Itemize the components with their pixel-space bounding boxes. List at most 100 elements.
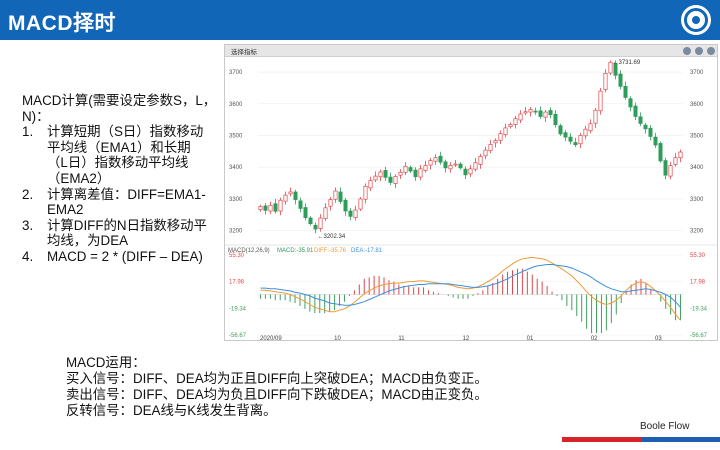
price-tick-right: 3500: [690, 134, 704, 140]
candle-body: [593, 109, 598, 124]
candle-body: [503, 127, 508, 135]
definition-steps: 1. 计算短期（S日）指数移动 平均线（EMA1）和长期 （L日）指数移动平均线…: [22, 124, 232, 264]
candle-body: [638, 116, 643, 124]
candle-body: [453, 163, 458, 166]
candle-body: [538, 110, 543, 117]
candle-body: [363, 185, 368, 200]
usage-buy-signal: 买入信号：DIFF、DEA均为正且DIFF向上突破DEA；MACD由负变正。: [66, 371, 488, 386]
dea-line: [260, 264, 681, 308]
chart-window: 选择指标 3200 3200 3300 3300 3400 3400 3500 3500 360…: [224, 44, 718, 341]
candle-body: [343, 199, 348, 212]
usage-reversal-signal: 反转信号：DEA线与K线发生背离。: [66, 403, 277, 418]
usage-title: MACD运用：: [66, 355, 146, 370]
macd-tick-right: -19.34: [690, 306, 708, 312]
macd-usage: MACD运用： 买入信号：DIFF、DEA均为正且DIFF向上突破DEA；MAC…: [66, 355, 488, 419]
price-tick-right: 3700: [690, 70, 704, 76]
diff-legend-value: DIFF:-35.76: [314, 248, 347, 254]
price-tick-left: 3400: [229, 165, 243, 171]
candle-body: [333, 190, 338, 200]
x-axis-label: 10: [334, 336, 341, 341]
maximize-icon[interactable]: [695, 47, 703, 55]
candle-body: [433, 157, 438, 162]
x-axis-label: 2020/09: [260, 336, 282, 341]
candle-body: [318, 217, 323, 229]
candle-body: [553, 113, 558, 126]
step-line: 平均线（EMA1）和长期: [47, 139, 191, 155]
step-number: 3.: [22, 217, 34, 233]
definition-intro-line1: MACD计算(需要设定参数S，L，: [22, 93, 217, 108]
low-price-annotation: ←3202.34: [318, 234, 346, 240]
x-axis-label: 02: [591, 336, 598, 341]
definition-step-3: 3. 计算DIFF的N日指数移动平 均线，为DEA: [22, 218, 232, 249]
price-tick-left: 3200: [229, 229, 243, 235]
candle-body: [523, 111, 528, 114]
candle-body: [413, 169, 418, 178]
candle-body: [488, 144, 493, 152]
candle-body: [463, 168, 468, 176]
macd-legend-value: MACD:-35.91: [277, 248, 314, 254]
candle-body: [668, 165, 673, 177]
macd-tick-right: -56.67: [690, 333, 708, 339]
definition-step-1: 1. 计算短期（S日）指数移动 平均线（EMA1）和长期 （L日）指数移动平均线…: [22, 124, 232, 186]
candle-body: [348, 210, 353, 217]
candle-body: [368, 180, 373, 189]
close-icon[interactable]: [707, 47, 715, 55]
candle-body: [513, 118, 518, 125]
candle-body: [493, 140, 498, 144]
step-line: （L日）指数移动平均线: [47, 155, 189, 171]
candle-body: [483, 149, 488, 157]
candle-body: [583, 128, 588, 137]
macd-tick-left: 55.30: [229, 253, 245, 259]
candle-body: [283, 194, 288, 202]
candle-body: [423, 165, 428, 171]
high-price-annotation: ←3731.69: [613, 60, 641, 66]
candle-body: [408, 167, 413, 172]
candle-body: [383, 170, 388, 178]
candle-body: [438, 155, 443, 163]
step-line: 计算DIFF的N日指数移动平: [47, 217, 207, 233]
candle-body: [568, 136, 573, 142]
candle-body: [658, 143, 663, 162]
candle-body: [323, 207, 328, 219]
footer-accent-red: [562, 437, 642, 442]
chart-window-title: 选择指标: [231, 49, 257, 56]
candle-body: [643, 124, 648, 130]
candle-body: [268, 204, 273, 212]
candle-body: [443, 161, 448, 169]
step-number: 2.: [22, 186, 34, 202]
macd-definition: MACD计算(需要设定参数S，L， N)： 1. 计算短期（S日）指数移动 平均…: [22, 93, 232, 265]
candle-body: [473, 162, 478, 170]
chart-window-titlebar: 选择指标: [225, 45, 717, 57]
price-tick-right: 3200: [690, 229, 704, 235]
candle-body: [378, 171, 383, 178]
step-number: 4.: [22, 248, 34, 264]
candle-body: [263, 205, 268, 211]
candle-body: [458, 163, 463, 169]
macd-legend: MACD(12,26,9) MACD:-35.91 DIFF:-35.76 DE…: [228, 248, 383, 254]
usage-sell-signal: 卖出信号：DIFF、DEA均为负且DIFF向下跌破DEA；MACD由正变负。: [66, 387, 488, 402]
candle-body: [403, 165, 408, 173]
candle-body: [303, 207, 308, 219]
x-axis-label: 01: [527, 336, 534, 341]
macd-tick-right: 17.98: [690, 280, 706, 286]
candle-body: [663, 160, 668, 176]
candle-body: [448, 164, 453, 170]
price-tick-left: 3500: [229, 134, 243, 140]
candle-body: [508, 124, 513, 127]
footer-accent-blue: [642, 437, 720, 442]
x-axis-label: 03: [655, 336, 662, 341]
candle-body: [618, 73, 623, 87]
definition-intro-line2: N)：: [22, 108, 50, 124]
candle-body: [573, 142, 578, 146]
candle-body: [358, 198, 363, 210]
candle-body: [428, 160, 433, 166]
candle-body: [353, 209, 358, 219]
minimize-icon[interactable]: [683, 47, 691, 55]
candle-body: [338, 191, 343, 202]
candle-body: [398, 171, 403, 176]
step-line: 计算离差值：DIFF=EMA1-: [47, 186, 206, 202]
candle-body: [313, 224, 318, 230]
candle-body: [608, 61, 613, 74]
price-tick-right: 3300: [690, 197, 704, 203]
candle-body: [478, 156, 483, 165]
